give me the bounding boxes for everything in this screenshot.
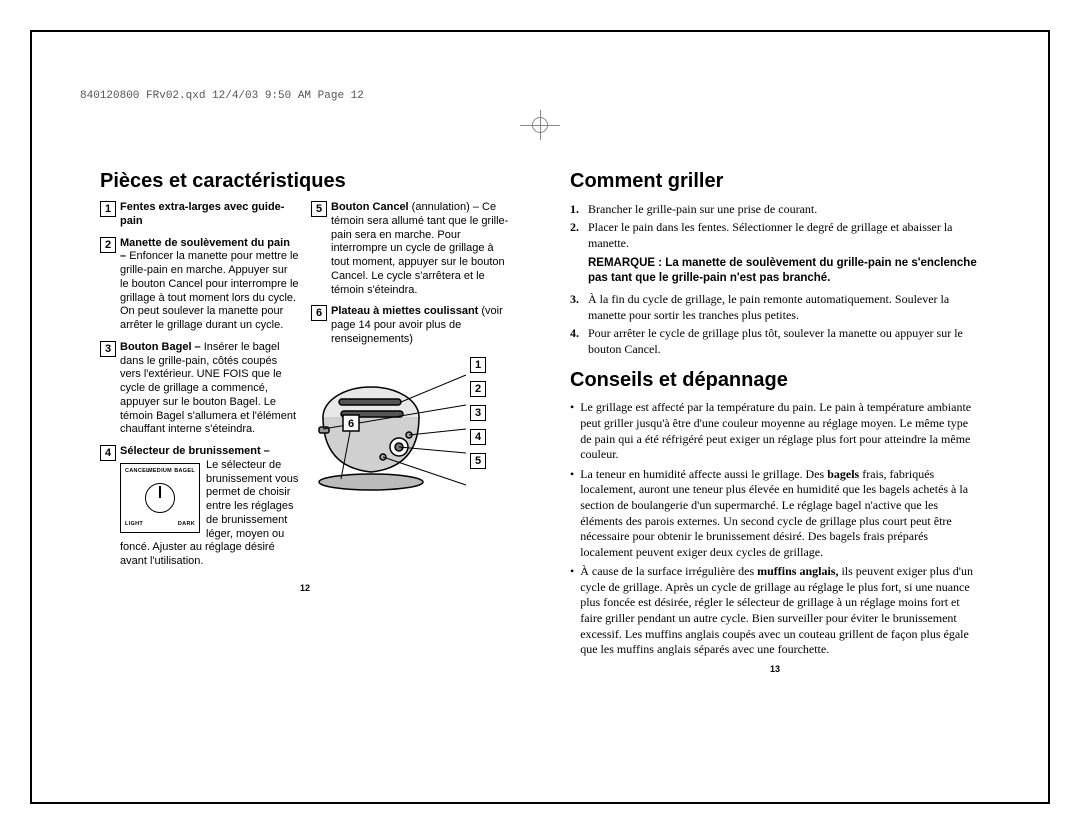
parts-col-2: 5 Bouton Cancel (annulation) – Ce témoin… xyxy=(311,201,510,577)
remark-text: REMARQUE : La manette de soulèvement du … xyxy=(588,256,980,287)
part-body: Ce témoin sera allumé tant que le grille… xyxy=(331,201,508,296)
left-page: Pièces et caractéristiques 1 Fentes extr… xyxy=(80,160,540,804)
part-body: Insérer le bagel dans le grille-pain, cô… xyxy=(120,341,296,436)
part-item-3: 3 Bouton Bagel – Insérer le bagel dans l… xyxy=(100,341,299,437)
step-text: Pour arrêter le cycle de grillage plus t… xyxy=(588,325,980,357)
callout-box: 2 xyxy=(470,381,486,397)
num-box: 2 xyxy=(100,237,116,253)
howto-list: 1.Brancher le grille-pain sur une prise … xyxy=(570,201,980,357)
callout-box: 3 xyxy=(470,405,486,421)
part-label: Sélecteur de brunissement – xyxy=(120,445,270,457)
tips-list: •Le grillage est affecté par la températ… xyxy=(570,400,980,658)
tip-item: •La teneur en humidité affecte aussi le … xyxy=(570,467,980,561)
num-box: 3 xyxy=(100,341,116,357)
howto-step: 3.À la fin du cycle de grillage, le pain… xyxy=(570,291,980,323)
part-label: Bouton Cancel xyxy=(331,201,412,213)
part-label: Plateau à miettes coulissant xyxy=(331,305,481,317)
page-number-left: 12 xyxy=(100,583,510,593)
num-box: 4 xyxy=(100,445,116,461)
tip-text: À cause de la surface irrégulière des mu… xyxy=(580,564,980,658)
toaster-diagram: 6 1 2 3 4 5 xyxy=(311,357,510,517)
howto-step: 1.Brancher le grille-pain sur une prise … xyxy=(570,201,980,217)
print-header: 840120800 FRv02.qxd 12/4/03 9:50 AM Page… xyxy=(80,90,364,102)
step-text: À la fin du cycle de grillage, le pain r… xyxy=(588,291,980,323)
callout-box: 1 xyxy=(470,357,486,373)
part-item-1: 1 Fentes extra-larges avec guide-pain xyxy=(100,201,299,229)
tip-item: •Le grillage est affecté par la températ… xyxy=(570,400,980,462)
registration-mark xyxy=(520,110,560,140)
step-text: Brancher le grille-pain sur une prise de… xyxy=(588,201,817,217)
dial-illustration: CANCEL MEDIUM BAGEL LIGHT DARK xyxy=(120,463,200,533)
crop-marks-top xyxy=(0,110,1080,140)
part-item-6: 6 Plateau à miettes coulissant (voir pag… xyxy=(311,305,510,346)
part-label: Bouton Bagel – xyxy=(120,341,204,353)
part-label: Fentes extra-larges avec guide-pain xyxy=(120,201,284,227)
part-body: (annulation) – xyxy=(412,201,482,213)
part-item-4: 4 Sélecteur de brunissement – CANCEL MED… xyxy=(100,445,299,569)
callout-column: 1 2 3 4 5 xyxy=(470,357,490,469)
dial-lbl-cancel: CANCEL xyxy=(125,468,150,475)
parts-col-1: 1 Fentes extra-larges avec guide-pain 2 … xyxy=(100,201,299,577)
num-box: 5 xyxy=(311,201,327,217)
dial-lbl-light: LIGHT xyxy=(125,521,143,528)
howto-step: 4.Pour arrêter le cycle de grillage plus… xyxy=(570,325,980,357)
right-page: Comment griller 1.Brancher le grille-pai… xyxy=(540,160,1000,804)
dial-lbl-dark: DARK xyxy=(178,521,195,528)
callout-box: 5 xyxy=(470,453,486,469)
tip-text: La teneur en humidité affecte aussi le g… xyxy=(580,467,980,561)
content-area: Pièces et caractéristiques 1 Fentes extr… xyxy=(80,160,1000,804)
dial-knob xyxy=(145,483,175,513)
part-item-5: 5 Bouton Cancel (annulation) – Ce témoin… xyxy=(311,201,510,297)
num-box: 6 xyxy=(311,305,327,321)
howto-step: 2.Placer le pain dans les fentes. Sélect… xyxy=(570,219,980,251)
right-title-1: Comment griller xyxy=(570,170,980,193)
callout-6-label: 6 xyxy=(348,418,354,430)
dial-lbl-bagel: BAGEL xyxy=(174,468,195,475)
parts-columns: 1 Fentes extra-larges avec guide-pain 2 … xyxy=(100,201,510,577)
left-title: Pièces et caractéristiques xyxy=(100,170,510,193)
howto-remark: REMARQUE : La manette de soulèvement du … xyxy=(570,254,980,289)
tip-item: •À cause de la surface irrégulière des m… xyxy=(570,564,980,658)
part-item-2: 2 Manette de soulèvement du pain – Enfon… xyxy=(100,237,299,333)
step-text: Placer le pain dans les fentes. Sélectio… xyxy=(588,219,980,251)
toaster-icon: 6 xyxy=(311,357,481,517)
dial-lbl-medium: MEDIUM xyxy=(148,468,172,475)
part-body: Enfoncer la manette pour mettre le grill… xyxy=(120,250,299,331)
callout-box: 4 xyxy=(470,429,486,445)
num-box: 1 xyxy=(100,201,116,217)
tip-text: Le grillage est affecté par la températu… xyxy=(580,400,980,462)
page-number-right: 13 xyxy=(570,664,980,674)
page-wrapper: 840120800 FRv02.qxd 12/4/03 9:50 AM Page… xyxy=(0,0,1080,834)
right-title-2: Conseils et dépannage xyxy=(570,369,980,392)
